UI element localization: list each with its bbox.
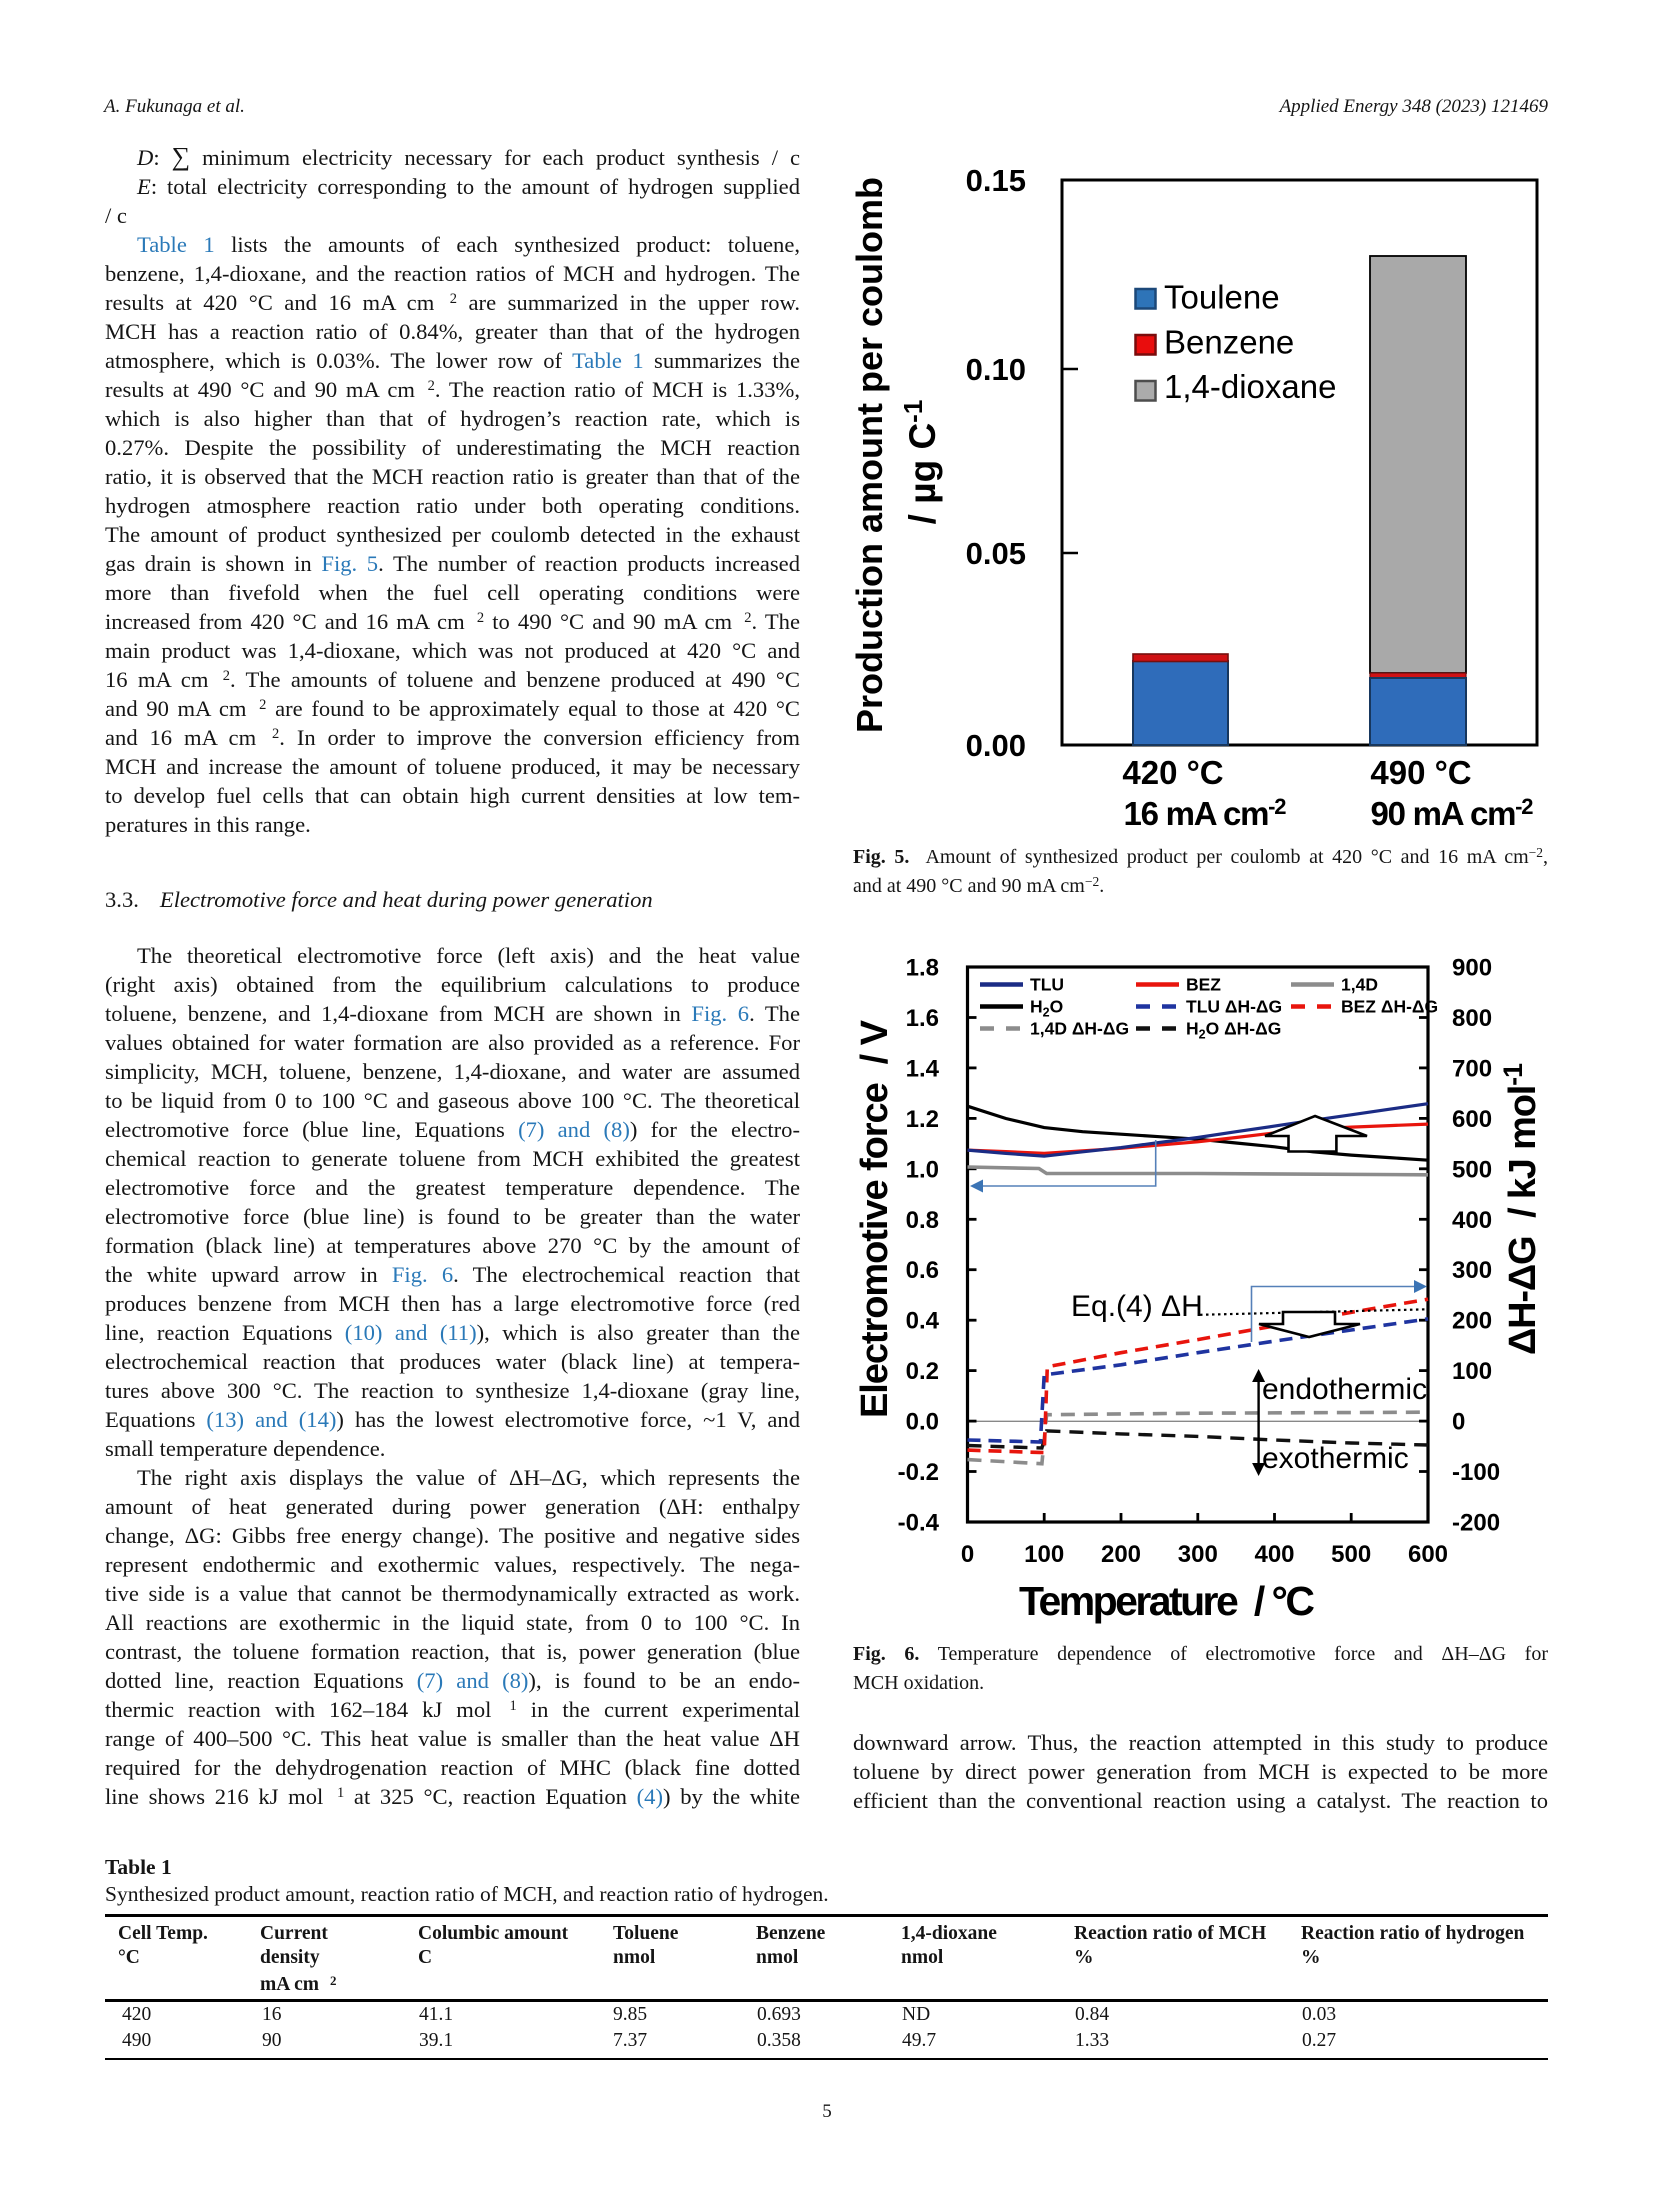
svg-text:exothermic: exothermic	[1262, 1442, 1409, 1475]
svg-text:0.05: 0.05	[966, 536, 1026, 571]
svg-text:-100: -100	[1452, 1459, 1500, 1486]
svg-text:TLU ΔH-ΔG: TLU ΔH-ΔG	[1186, 997, 1282, 1017]
svg-text:-0.4: -0.4	[898, 1510, 940, 1537]
svg-text:420 °C: 420 °C	[1122, 754, 1223, 791]
svg-text:0: 0	[1452, 1409, 1465, 1436]
svg-text:900: 900	[1452, 955, 1492, 982]
svg-text:16 mA cm-2: 16 mA cm-2	[1124, 794, 1287, 832]
svg-text:0.00: 0.00	[966, 728, 1026, 763]
svg-text:1.4: 1.4	[906, 1055, 940, 1082]
svg-text:Electromotive force / V: Electromotive force / V	[854, 1019, 896, 1418]
svg-text:90 mA cm-2: 90 mA cm-2	[1371, 794, 1534, 832]
svg-text:1.2: 1.2	[906, 1106, 939, 1133]
svg-text:800: 800	[1452, 1005, 1492, 1032]
svg-text:H2O: H2O	[1030, 997, 1063, 1020]
svg-text:BEZ ΔH-ΔG: BEZ ΔH-ΔG	[1341, 997, 1438, 1017]
svg-text:TLU: TLU	[1030, 975, 1064, 995]
svg-text:100: 100	[1024, 1541, 1064, 1568]
svg-text:BEZ: BEZ	[1186, 975, 1221, 995]
svg-text:400: 400	[1452, 1207, 1492, 1234]
svg-text:-0.2: -0.2	[898, 1459, 939, 1486]
svg-text:H2O ΔH-ΔG: H2O ΔH-ΔG	[1186, 1019, 1281, 1042]
svg-text:Toulene: Toulene	[1164, 279, 1280, 316]
svg-text:1.0: 1.0	[906, 1156, 939, 1183]
svg-text:1,4D ΔH-ΔG: 1,4D ΔH-ΔG	[1030, 1019, 1129, 1039]
svg-text:700: 700	[1452, 1055, 1492, 1082]
svg-text:Eq.(4) ΔH: Eq.(4) ΔH	[1071, 1290, 1203, 1323]
svg-text:Temperature / °C: Temperature / °C	[1019, 1578, 1315, 1624]
svg-text:0.8: 0.8	[906, 1207, 939, 1234]
svg-text:0: 0	[961, 1541, 974, 1568]
svg-text:0.10: 0.10	[966, 352, 1026, 387]
svg-text:100: 100	[1452, 1358, 1492, 1385]
svg-text:Production amount per coulomb: Production amount per coulomb	[849, 177, 890, 733]
svg-text:600: 600	[1408, 1541, 1448, 1568]
svg-text:/ µg C-1: / µg C-1	[898, 400, 943, 525]
svg-text:500: 500	[1452, 1156, 1492, 1183]
svg-text:600: 600	[1452, 1106, 1492, 1133]
svg-text:0.0: 0.0	[906, 1409, 939, 1436]
svg-text:500: 500	[1331, 1541, 1371, 1568]
svg-text:200: 200	[1101, 1541, 1141, 1568]
svg-text:0.6: 0.6	[906, 1257, 939, 1284]
svg-text:0.4: 0.4	[906, 1308, 940, 1335]
svg-text:endothermic: endothermic	[1262, 1373, 1427, 1406]
svg-text:400: 400	[1254, 1541, 1294, 1568]
svg-text:0.15: 0.15	[966, 163, 1026, 198]
svg-text:0.2: 0.2	[906, 1358, 939, 1385]
svg-text:300: 300	[1178, 1541, 1218, 1568]
svg-text:1.8: 1.8	[906, 955, 939, 982]
svg-text:200: 200	[1452, 1308, 1492, 1335]
svg-text:490 °C: 490 °C	[1370, 754, 1471, 791]
svg-text:1,4D: 1,4D	[1341, 975, 1378, 995]
svg-text:1.6: 1.6	[906, 1005, 939, 1032]
svg-text:-200: -200	[1452, 1510, 1500, 1537]
svg-text:1,4-dioxane: 1,4-dioxane	[1164, 368, 1336, 405]
svg-text:ΔH-ΔG / kJ mol-1: ΔH-ΔG / kJ mol-1	[1498, 1063, 1544, 1355]
svg-text:300: 300	[1452, 1257, 1492, 1284]
svg-text:Benzene: Benzene	[1164, 324, 1294, 361]
